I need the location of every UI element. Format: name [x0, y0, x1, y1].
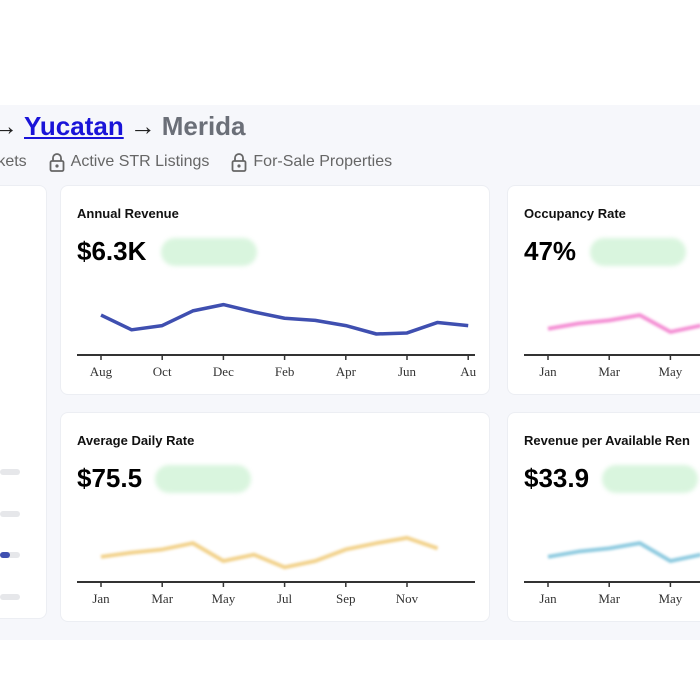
card-value: 47% [524, 236, 577, 266]
card-average-daily-rate: Average Daily Rate $75.5 Jan Mar May Jul Sep… [60, 412, 490, 622]
x-tick-label: Sep [336, 591, 356, 606]
breadcrumb-current: Merida [161, 111, 246, 141]
change-badge [590, 238, 686, 266]
breadcrumb-link-yucatan[interactable]: Yucatan [24, 111, 124, 141]
card-value: $33.9 [524, 463, 590, 493]
x-tick-label: Dec [213, 364, 234, 379]
x-tick-label: Jul [277, 591, 293, 606]
tab-markets[interactable]: rkets [0, 152, 27, 172]
side-bar [0, 511, 20, 517]
x-tick-label: Aug [90, 364, 113, 379]
x-tick-label: Oct [153, 364, 172, 379]
change-badge [155, 465, 251, 493]
x-tick-label: May [658, 591, 682, 606]
card-title: Average Daily Rate [77, 433, 195, 448]
card-value: $6.3K [77, 236, 147, 266]
side-bar-fill [0, 552, 10, 558]
series-line [100, 302, 469, 336]
card-title: Occupancy Rate [524, 206, 626, 221]
x-tick-label: Au [460, 364, 476, 379]
tab-label: For-Sale Properties [253, 153, 393, 170]
card-revpar: Revenue per Available Ren $33.9 Jan Mar Ma… [507, 412, 700, 622]
card-occupancy-rate: Occupancy Rate 47% Jan Mar May [507, 185, 700, 395]
side-bar [0, 469, 20, 475]
breadcrumb-separator: → [129, 111, 156, 141]
card-title: Annual Revenue [77, 206, 179, 221]
x-tick-label: Nov [396, 591, 419, 606]
x-tick-label: May [211, 591, 235, 606]
tab-for-sale-properties[interactable]: For-Sale Properties [231, 152, 392, 172]
x-tick-label: Mar [598, 591, 620, 606]
card-annual-revenue: Annual Revenue $6.3K Aug Oct Dec Feb Apr Jun A… [60, 185, 490, 395]
breadcrumb: → Yucatan → Merida [0, 111, 246, 142]
tab-label: Active STR Listings [70, 153, 210, 170]
series-line [547, 541, 700, 563]
tab-active-str-listings[interactable]: Active STR Listings [49, 152, 210, 172]
line-chart: Aug Oct Dec Feb Apr Jun Au [77, 302, 477, 379]
breadcrumb-separator: → [0, 111, 18, 141]
side-bar [0, 552, 20, 558]
x-tick-label: Jan [539, 364, 557, 379]
card-value: $75.5 [77, 463, 143, 493]
x-tick-label: Mar [598, 364, 620, 379]
card-title: Revenue per Available Ren [524, 433, 690, 448]
change-badge [602, 465, 698, 493]
x-tick-label: Jan [92, 591, 110, 606]
side-card [0, 185, 47, 619]
series-line [100, 535, 439, 570]
tab-bar: rkets Active STR Listings For-Sale Prope… [0, 152, 392, 172]
lock-icon [231, 153, 247, 172]
side-bar [0, 594, 20, 600]
x-tick-label: Apr [336, 364, 357, 379]
tab-label: rkets [0, 153, 27, 170]
x-tick-label: Jan [539, 591, 557, 606]
x-tick-label: May [658, 364, 682, 379]
line-chart: Jan Mar May Jul Sep Nov [77, 535, 475, 606]
x-tick-label: Feb [275, 364, 295, 379]
x-tick-label: Jun [398, 364, 417, 379]
series-line [547, 313, 700, 334]
x-tick-label: Mar [151, 591, 173, 606]
change-badge [161, 238, 257, 266]
line-chart: Jan Mar May [524, 313, 700, 379]
line-chart: Jan Mar May [524, 541, 700, 606]
lock-icon [49, 153, 65, 172]
